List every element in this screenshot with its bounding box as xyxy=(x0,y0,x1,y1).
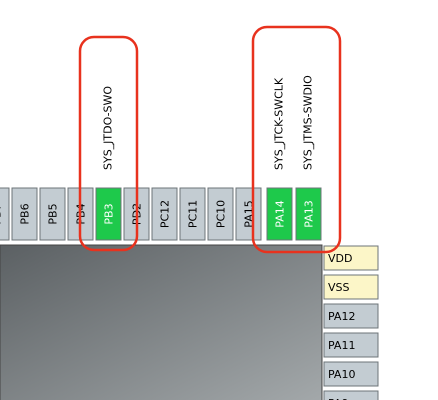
pin-label: PC12 xyxy=(159,200,172,228)
pin[interactable] xyxy=(0,187,10,241)
pin[interactable] xyxy=(207,187,234,241)
highlight-box xyxy=(78,35,139,252)
pin-label: PC11 xyxy=(187,200,200,228)
pin-label: PA14 xyxy=(274,200,287,227)
pin-label: PA11 xyxy=(328,339,355,352)
pin-label: VDD xyxy=(328,252,352,265)
highlight-box xyxy=(251,25,342,254)
signal-label: SYS_JTMS-SWDIO xyxy=(302,75,315,170)
pin[interactable] xyxy=(179,187,206,241)
chip-body xyxy=(0,244,323,400)
pin-label: PB6 xyxy=(19,203,32,224)
pin[interactable] xyxy=(266,187,293,241)
pin-label: VSS xyxy=(328,281,350,294)
pin[interactable] xyxy=(235,187,262,241)
signal-label: SYS_JTDO-SWO xyxy=(102,86,115,170)
pin[interactable] xyxy=(39,187,66,241)
pin[interactable] xyxy=(151,187,178,241)
pin-label: PB7 xyxy=(0,203,4,224)
pin-label: PA10 xyxy=(328,368,355,381)
pin-label: PA12 xyxy=(328,310,355,323)
pin[interactable] xyxy=(323,361,379,387)
pin[interactable] xyxy=(295,187,322,241)
pin-label: PA13 xyxy=(303,200,316,227)
pin[interactable] xyxy=(323,390,379,400)
pin-label: PC10 xyxy=(215,200,228,228)
pin[interactable] xyxy=(323,274,379,300)
pin-label: PB3 xyxy=(103,203,116,224)
pin-label: PA9 xyxy=(328,397,348,400)
pin[interactable] xyxy=(323,303,379,329)
pin-label: PB5 xyxy=(47,203,60,224)
pin[interactable] xyxy=(11,187,38,241)
pin[interactable] xyxy=(323,332,379,358)
signal-label: SYS_JTCK-SWCLK xyxy=(273,77,286,170)
pin[interactable] xyxy=(95,187,122,241)
